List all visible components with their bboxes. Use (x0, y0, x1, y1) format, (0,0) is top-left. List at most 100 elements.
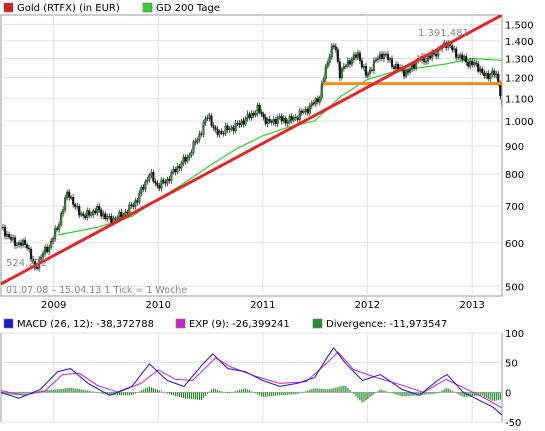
divergence-bar (6, 392, 8, 395)
candle-body (178, 166, 181, 169)
price-y-tick-600: 600 (505, 239, 524, 250)
candle-body (78, 206, 81, 216)
divergence-bar (335, 387, 337, 393)
divergence-bar (473, 392, 475, 396)
divergence-bar (315, 388, 317, 393)
divergence-bar (331, 388, 333, 393)
divergence-bar (70, 387, 72, 393)
candle-body (88, 210, 91, 216)
divergence-bar (469, 392, 471, 397)
divergence-bar (397, 392, 399, 396)
divergence-bar (198, 392, 201, 400)
divergence-bar (168, 392, 171, 395)
divergence-bar (395, 392, 397, 395)
divergence-bar (253, 392, 255, 393)
divergence-bar (208, 391, 211, 393)
divergence-bar (194, 392, 197, 400)
price-series-layer (1, 15, 502, 286)
divergence-bar (495, 392, 497, 401)
divergence-bar (184, 392, 187, 399)
divergence-bar (429, 392, 431, 395)
macd-y-tick--50: -50 (505, 418, 521, 429)
divergence-bar (441, 390, 443, 393)
divergence-bar (88, 390, 90, 393)
divergence-bar (24, 392, 26, 394)
candle-body (328, 56, 331, 63)
divergence-bar (158, 390, 161, 393)
candle-body (465, 56, 468, 63)
divergence-bar (132, 392, 134, 395)
divergence-bar (313, 388, 315, 393)
divergence-bar (447, 388, 449, 393)
divergence-bar (230, 392, 233, 393)
candle-body (455, 48, 458, 58)
candle-body (108, 215, 111, 218)
candle-body (176, 166, 179, 173)
candle-body (116, 218, 119, 220)
divergence-bar (435, 392, 437, 394)
divergence-bar (196, 392, 199, 400)
x-tick-2011: 2011 (250, 300, 275, 311)
divergence-bar (487, 392, 489, 399)
divergence-bar (323, 389, 325, 393)
divergence-bar (477, 392, 479, 396)
candle-body (170, 172, 173, 181)
divergence-bar (239, 389, 241, 393)
divergence-bar (285, 392, 287, 395)
divergence-bar (118, 392, 120, 396)
divergence-bar (493, 392, 495, 402)
divergence-bar (245, 388, 247, 393)
divergence-bar (365, 392, 367, 401)
macd-y-tick-0: 0 (505, 388, 511, 399)
divergence-bar (459, 392, 461, 396)
divergence-bar (210, 389, 213, 393)
divergence-bar (381, 389, 383, 393)
divergence-bar (202, 392, 205, 398)
candle-body (138, 192, 141, 203)
divergence-bar (66, 388, 68, 393)
macd-panel: MACD (26, 12): -38,372788 EXP (9): -26,3… (0, 318, 524, 429)
divergence-bar (166, 392, 169, 394)
divergence-bar (357, 392, 359, 399)
candle-body (200, 133, 203, 135)
candle-body (300, 110, 303, 113)
divergence-bar (20, 392, 22, 395)
candle-body (298, 110, 301, 120)
legend-swatch-exp (175, 318, 186, 329)
divergence-bar (84, 390, 86, 393)
candle-body (48, 246, 51, 253)
divergence-bar (26, 392, 28, 394)
divergence-bar (333, 388, 335, 393)
divergence-bar (86, 390, 88, 393)
divergence-bar (439, 391, 441, 393)
divergence-bar (138, 391, 140, 393)
candle-body (280, 116, 283, 122)
divergence-bar (156, 389, 159, 393)
divergence-bar (407, 392, 409, 397)
divergence-bar (220, 391, 223, 393)
candle-body (487, 73, 490, 80)
divergence-bar (28, 392, 30, 394)
macd-legend: MACD (26, 12): -38,372788 EXP (9): -26,3… (3, 318, 447, 330)
candle-body (166, 178, 169, 184)
macd-series-layer (1, 346, 502, 416)
divergence-bar (343, 385, 345, 393)
candle-body (136, 200, 139, 203)
divergence-bar (10, 392, 12, 395)
candle-body (402, 70, 406, 77)
candle-body (1, 226, 5, 228)
divergence-bar (371, 392, 373, 396)
candle-body (152, 172, 155, 182)
candle-body (40, 256, 43, 260)
candle-body (392, 66, 396, 70)
divergence-bar (142, 389, 144, 393)
divergence-bar (98, 392, 100, 394)
divergence-bar (393, 392, 395, 394)
divergence-bar (289, 392, 291, 395)
candle-body (276, 117, 279, 124)
divergence-bar (375, 392, 377, 393)
divergence-bar (269, 392, 271, 397)
divergence-bar (353, 392, 355, 395)
divergence-bar (68, 387, 70, 393)
candle-body (362, 65, 365, 68)
